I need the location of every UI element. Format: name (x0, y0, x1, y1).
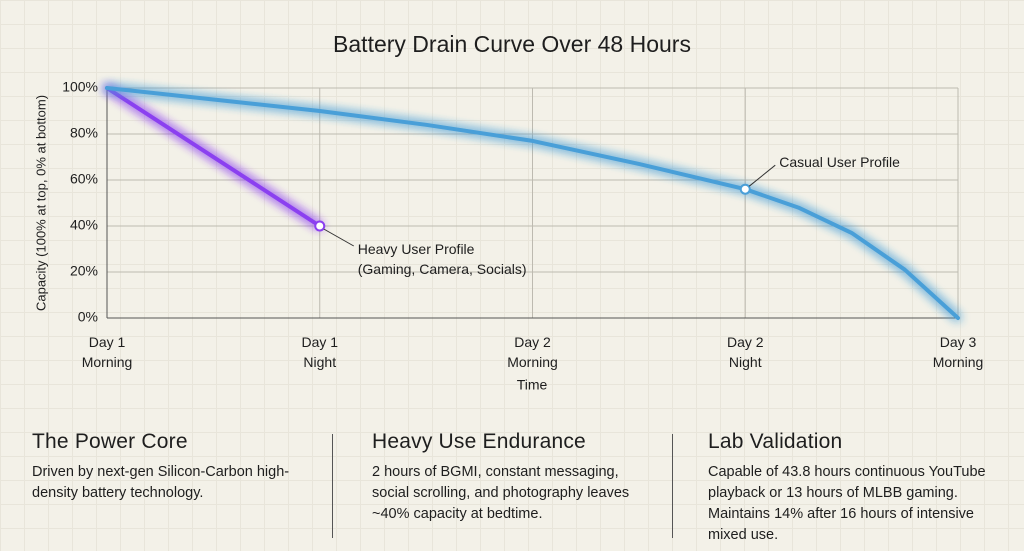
y-axis-label: Capacity (100% at top, 0% at bottom) (33, 95, 48, 311)
x-tick-label: Day 1 Night (301, 334, 338, 370)
annotation: Heavy User Profile (Gaming, Camera, Socia… (358, 241, 527, 277)
x-tick-label: Day 3 Morning (933, 334, 984, 370)
info-panel: Heavy Use Endurance 2 hours of BGMI, cons… (372, 430, 672, 525)
x-tick-label: Day 2 Morning (507, 334, 558, 370)
point-marker (314, 220, 326, 232)
x-tick-label: Day 2 Night (727, 334, 764, 370)
info-panel: The Power Core Driven by next-gen Silicon… (32, 430, 332, 504)
y-tick-label: 20% (70, 263, 98, 279)
annotation: Casual User Profile (779, 154, 900, 170)
panel-title: Heavy Use Endurance (372, 430, 586, 453)
panel-text: 2 hours of BGMI, constant messaging, soc… (372, 464, 630, 522)
panel-title: The Power Core (32, 430, 188, 453)
panel-text: Capable of 43.8 hours continuous YouTube… (708, 464, 986, 543)
annotation-leader (748, 164, 776, 187)
panel-title: Lab Validation (708, 430, 843, 453)
chart: Battery Drain Curve Over 48 Hours Time C… (33, 31, 984, 393)
point-marker (739, 183, 751, 195)
y-tick-label: 0% (78, 309, 98, 325)
divider (332, 434, 333, 538)
divider (672, 434, 673, 538)
panel-text: Driven by next-gen Silicon-Carbon high-d… (32, 464, 290, 501)
info-panel: Lab Validation Capable of 43.8 hours cont… (708, 430, 1008, 546)
annotation-leader (323, 228, 354, 247)
y-tick-label: 40% (70, 217, 98, 233)
series-line (105, 86, 322, 228)
chart-title: Battery Drain Curve Over 48 Hours (333, 31, 691, 57)
x-tick-label: Day 1 Morning (82, 334, 133, 370)
series-line (105, 86, 960, 320)
y-tick-label: 100% (62, 79, 98, 95)
y-tick-label: 80% (70, 125, 98, 141)
y-tick-label: 60% (70, 171, 98, 187)
x-axis-label: Time (517, 377, 548, 393)
